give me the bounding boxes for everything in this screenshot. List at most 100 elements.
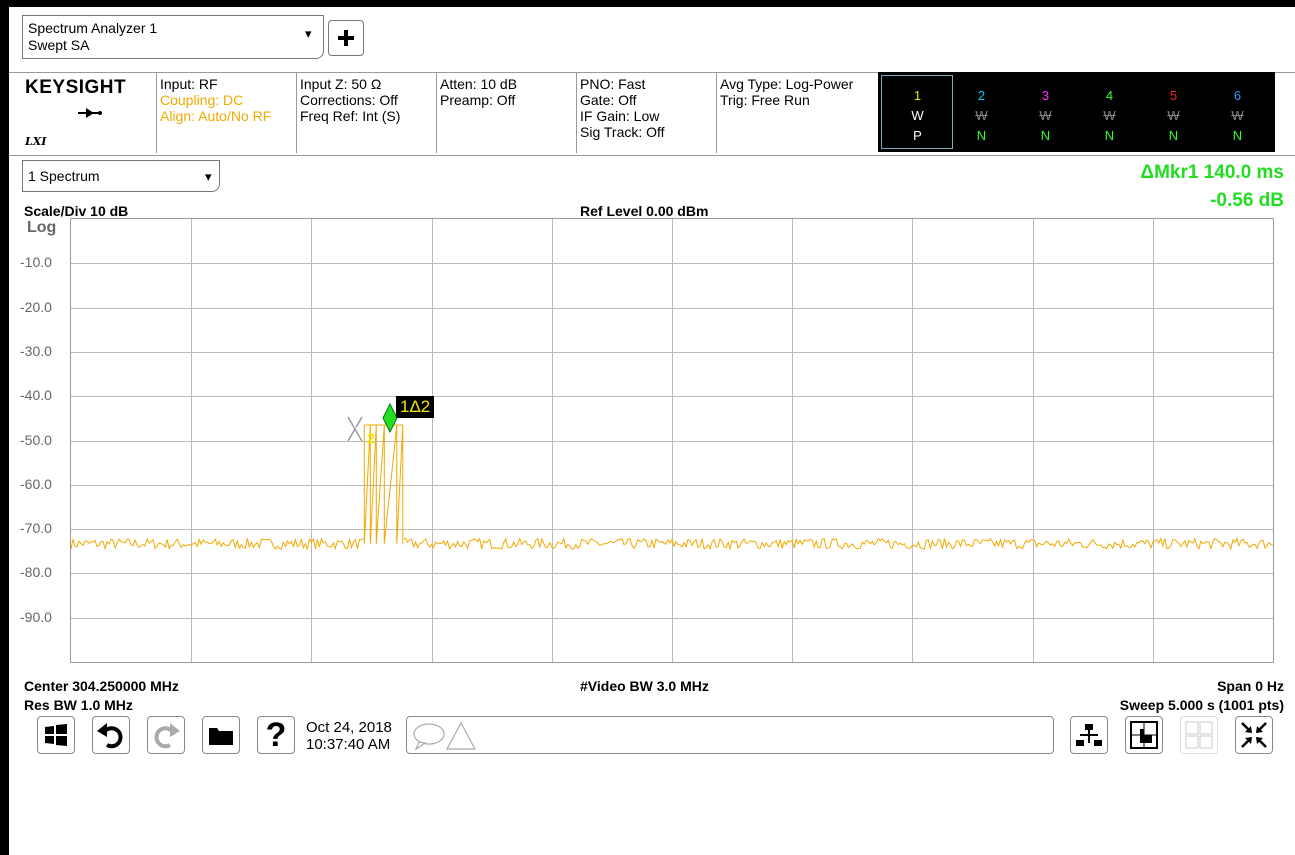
touch-icon <box>1130 721 1158 749</box>
message-bar[interactable] <box>406 716 1054 754</box>
reference-marker-label: 2 <box>367 430 375 446</box>
trig-setting[interactable]: Trig: Free Run <box>720 92 810 108</box>
center-freq-label[interactable]: Center 304.250000 MHz <box>24 678 179 694</box>
trace-number[interactable]: 4 <box>1105 88 1114 103</box>
window-select[interactable]: 1 Spectrum ▾ <box>22 160 220 192</box>
undo-icon <box>97 723 123 749</box>
sig-track-setting[interactable]: Sig Track: Off <box>580 124 665 140</box>
redo-icon <box>154 723 180 749</box>
help-button[interactable]: ? <box>257 716 295 754</box>
freq-ref-setting[interactable]: Freq Ref: Int (S) <box>300 108 401 124</box>
divider <box>716 73 717 153</box>
ref-level-label: Ref Level 0.00 dBm <box>580 203 709 219</box>
trace-detector[interactable]: N <box>1104 128 1115 143</box>
layout-icon <box>1076 724 1102 746</box>
grid-line-vertical <box>1033 219 1034 662</box>
trace-noise-segment <box>403 536 1273 551</box>
trace-type[interactable]: W <box>1039 108 1052 123</box>
trace-detector[interactable]: N <box>1232 128 1243 143</box>
log-scale-label: Log <box>27 219 57 236</box>
reference-marker-x-icon <box>347 416 363 442</box>
pno-setting[interactable]: PNO: Fast <box>580 76 646 92</box>
folder-icon <box>209 728 233 745</box>
align-setting[interactable]: Align: Auto/No RF <box>160 108 272 124</box>
y-axis-tick-label: -40.0 <box>20 387 52 403</box>
trace-number[interactable]: 6 <box>1233 88 1242 103</box>
delta-marker-tag: 1Δ2 <box>396 396 435 418</box>
divider <box>576 73 577 153</box>
y-axis-tick-label: -60.0 <box>20 476 52 492</box>
undo-button[interactable] <box>92 716 130 754</box>
y-axis-tick-label: -90.0 <box>20 609 52 625</box>
preamp-setting[interactable]: Preamp: Off <box>440 92 516 108</box>
file-button[interactable] <box>202 716 240 754</box>
trace-type[interactable]: W <box>1231 108 1244 123</box>
input-z-setting[interactable]: Input Z: 50 Ω <box>300 76 382 92</box>
spectrum-graph[interactable] <box>70 218 1274 663</box>
multi-window-button[interactable] <box>1180 716 1218 754</box>
coupling-setting[interactable]: Coupling: DC <box>160 92 244 108</box>
grid-icon <box>1185 721 1213 749</box>
gate-setting[interactable]: Gate: Off <box>580 92 637 108</box>
trace-detector[interactable]: P <box>913 128 922 143</box>
res-bw-label[interactable]: Res BW 1.0 MHz <box>24 697 133 713</box>
trace-detector[interactable]: N <box>1168 128 1179 143</box>
trace-type[interactable]: W <box>911 108 924 123</box>
trace-number[interactable]: 5 <box>1169 88 1178 103</box>
settings-bar-bottom-border <box>9 155 1295 156</box>
span-label[interactable]: Span 0 Hz <box>1217 678 1284 694</box>
y-axis-tick-label: -30.0 <box>20 343 52 359</box>
grid-line-vertical <box>1153 219 1154 662</box>
video-bw-label[interactable]: #Video BW 3.0 MHz <box>580 678 709 694</box>
sweep-label[interactable]: Sweep 5.000 s (1001 pts) <box>1119 697 1284 713</box>
atten-setting[interactable]: Atten: 10 dB <box>440 76 518 92</box>
divider <box>296 73 297 153</box>
grid-line-vertical <box>672 219 673 662</box>
divider <box>436 73 437 153</box>
window-select-label: 1 Spectrum <box>28 168 100 184</box>
y-axis-tick-label: -50.0 <box>20 432 52 448</box>
grid-line-vertical <box>432 219 433 662</box>
trace-1-selected-outline <box>881 75 953 149</box>
mode-name: Spectrum Analyzer 1 <box>28 20 158 36</box>
chevron-down-icon: ▾ <box>305 26 312 41</box>
add-mode-button[interactable] <box>328 20 364 56</box>
divider <box>156 73 157 153</box>
corrections-setting[interactable]: Corrections: Off <box>300 92 398 108</box>
delta-marker-readout-y: -0.56 dB <box>1210 190 1284 211</box>
trace-type[interactable]: W <box>1167 108 1180 123</box>
time-label: 10:37:40 AM <box>306 736 391 753</box>
keysight-logo: KEYSIGHT <box>25 77 127 98</box>
touch-button[interactable] <box>1125 716 1163 754</box>
window-layout-button[interactable] <box>1070 716 1108 754</box>
trace-detector[interactable]: N <box>976 128 987 143</box>
grid-line-vertical <box>552 219 553 662</box>
settings-bar-top-border <box>9 72 1295 73</box>
trace-number[interactable]: 2 <box>977 88 986 103</box>
redo-button[interactable] <box>147 716 185 754</box>
plus-icon <box>338 30 354 46</box>
trace-number[interactable]: 3 <box>1041 88 1050 103</box>
delta-marker-diamond-icon[interactable] <box>382 403 398 433</box>
avg-type-setting[interactable]: Avg Type: Log-Power <box>720 76 854 92</box>
trace-noise-segment <box>71 537 364 551</box>
grid-line-vertical <box>311 219 312 662</box>
windows-button[interactable] <box>37 716 75 754</box>
grid-line-vertical <box>912 219 913 662</box>
trace-number[interactable]: 1 <box>913 88 922 103</box>
zoom-button[interactable] <box>1235 716 1273 754</box>
chevron-down-icon: ▾ <box>205 169 212 184</box>
trace-detector[interactable]: N <box>1040 128 1051 143</box>
date-label: Oct 24, 2018 <box>306 719 392 736</box>
input-setting[interactable]: Input: RF <box>160 76 218 92</box>
y-axis-tick-label: -80.0 <box>20 564 52 580</box>
measurement-name: Swept SA <box>28 37 90 53</box>
message-and-warning-icons <box>413 721 477 751</box>
if-gain-setting[interactable]: IF Gain: Low <box>580 108 660 124</box>
y-axis-tick-label: -10.0 <box>20 254 52 270</box>
trace-type[interactable]: W <box>1103 108 1116 123</box>
trace-type[interactable]: W <box>975 108 988 123</box>
y-axis-tick-label: -20.0 <box>20 299 52 315</box>
mode-select[interactable]: Spectrum Analyzer 1 Swept SA ▾ <box>22 15 324 59</box>
